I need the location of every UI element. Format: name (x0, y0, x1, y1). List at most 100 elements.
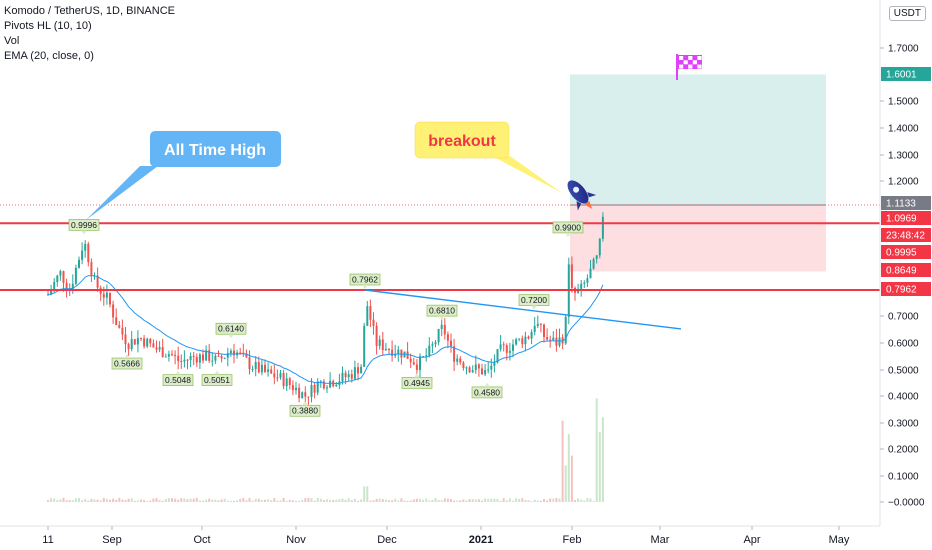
volume-bar (508, 498, 511, 502)
chart-legend: Komodo / TetherUS, 1D, BINANCE Pivots HL… (4, 4, 175, 64)
callout-all-time-high[interactable]: All Time High (86, 131, 281, 220)
volume-bar (378, 498, 381, 502)
candle-body (214, 355, 217, 361)
volume-bar (403, 500, 406, 502)
y-tick-label: −0.0000 (888, 498, 925, 509)
volume-bar (307, 497, 310, 502)
volume-bar (149, 500, 152, 502)
volume-bar (161, 500, 164, 502)
volume-bar (586, 498, 589, 502)
volume-bar (462, 499, 465, 502)
indicator-volume[interactable]: Vol (4, 35, 20, 47)
candle-body (183, 359, 186, 362)
y-tick-label: 0.6000 (888, 339, 919, 350)
candle-body (149, 338, 152, 344)
candle-body (459, 358, 462, 363)
candle-body (326, 387, 328, 389)
pivot-label: 0.6140 (215, 322, 247, 339)
y-tick-label: 0.7000 (888, 312, 919, 323)
volume-bar (65, 500, 68, 502)
candle-body (353, 367, 356, 379)
pivot-label: 0.9900 (552, 221, 584, 237)
trend-line[interactable] (364, 289, 682, 330)
candle-body (208, 350, 211, 361)
volume-bar (211, 499, 214, 502)
currency-button[interactable]: USDT (888, 6, 926, 21)
candle-body (499, 344, 502, 350)
candle-body (81, 250, 84, 260)
candle-body (316, 381, 319, 393)
volume-bar (124, 500, 127, 502)
candle-body (211, 360, 214, 362)
x-tick-label: 2021 (469, 534, 493, 546)
volume-bar (202, 500, 204, 502)
candle-body (384, 348, 387, 351)
pivot-text: 0.3880 (292, 406, 318, 416)
candle-body (65, 282, 68, 289)
indicator-pivots[interactable]: Pivots HL (10, 10) (4, 20, 92, 32)
y-tick-label: 1.5000 (888, 97, 919, 108)
candle-body (130, 339, 133, 350)
callout-text: breakout (428, 133, 496, 150)
candle-body (477, 364, 480, 369)
volume-bar (152, 498, 155, 502)
candle-body (397, 349, 400, 354)
volume-bar (313, 500, 316, 502)
candle-body (189, 356, 192, 361)
candle-body (124, 334, 127, 345)
volume-bar (468, 499, 471, 502)
volume-bar (353, 498, 356, 502)
candle-body (363, 325, 366, 367)
volume-bar (431, 499, 434, 502)
volume-bar (481, 500, 483, 502)
volume-bar (236, 500, 239, 502)
pivot-pointer (439, 316, 445, 321)
flag-check (679, 64, 684, 69)
candle-body (456, 358, 459, 362)
candle-body (78, 259, 80, 268)
volume-bar (90, 498, 93, 502)
candle-body (202, 354, 204, 361)
volume-bar (366, 486, 369, 502)
candle-body (167, 354, 170, 357)
price-label-text: 0.8649 (886, 266, 917, 277)
candle-body (245, 353, 248, 358)
volume-bar (381, 499, 384, 502)
candle-body (143, 338, 146, 347)
volume-bar (245, 500, 248, 502)
volume-bar (543, 498, 545, 502)
y-tick-label: 0.4000 (888, 392, 919, 403)
candle-body (552, 337, 555, 341)
y-tick-label: 0.2000 (888, 445, 919, 456)
candle-body (369, 306, 372, 320)
callout-breakout[interactable]: breakout (414, 121, 562, 193)
pivot-label: 0.4945 (401, 373, 433, 389)
volume-bar (59, 499, 62, 502)
candle-body (453, 346, 456, 362)
candle-body (533, 325, 536, 332)
volume-bar (109, 499, 111, 502)
candle-body (372, 319, 375, 326)
candle-body (474, 364, 477, 371)
volume-bar (279, 500, 282, 502)
candle-body (471, 370, 474, 373)
volume-bar (552, 498, 555, 502)
candle-body (112, 304, 115, 318)
volume-bar (276, 500, 279, 502)
candle-body (102, 293, 105, 298)
volume-bar (539, 500, 542, 502)
candle-body (586, 278, 589, 283)
y-tick-label: 0.3000 (888, 419, 919, 430)
volume-bar (226, 500, 229, 502)
candle-body (270, 369, 273, 374)
x-tick-label: Sep (102, 534, 122, 546)
volume-bar (264, 499, 266, 502)
candle-body (546, 337, 549, 340)
y-tick-label: 1.7000 (888, 44, 919, 55)
candle-body (155, 347, 158, 350)
indicator-ema[interactable]: EMA (20, close, 0) (4, 50, 94, 62)
candle-body (310, 384, 313, 397)
price-label: 1.0969 (881, 211, 931, 225)
volume-bar (527, 500, 530, 502)
